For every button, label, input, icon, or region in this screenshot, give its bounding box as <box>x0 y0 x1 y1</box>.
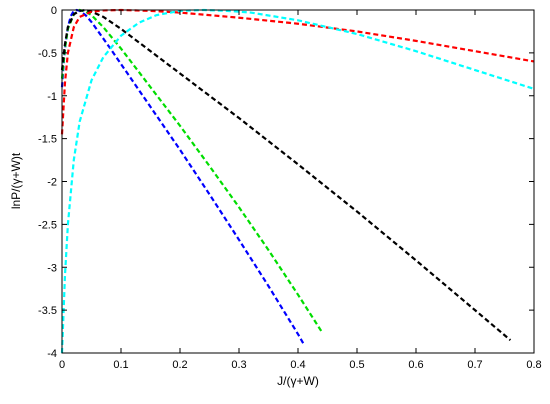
y-tick-label: -1.5 <box>38 134 57 146</box>
x-axis-label: J/(γ+W) <box>277 374 319 388</box>
x-tick-label: 0.1 <box>113 359 128 371</box>
y-tick-label: 0 <box>51 5 57 17</box>
x-tick-label: 0.4 <box>290 359 305 371</box>
x-tick-label: 0.3 <box>231 359 246 371</box>
series-layer <box>60 8 535 354</box>
series-line-1 <box>60 8 305 345</box>
series-line-3 <box>60 8 512 341</box>
x-tick-label: 0.5 <box>349 359 364 371</box>
x-tick-label: 0.8 <box>526 359 541 371</box>
y-tick-label: -2 <box>47 177 57 189</box>
x-tick-label: 0 <box>59 359 65 371</box>
series-line-4 <box>60 8 535 135</box>
y-tick-label: -3 <box>47 262 57 274</box>
y-axis-label: lnP/(γ+W)t <box>9 152 23 209</box>
x-tick-label: 0.6 <box>408 359 423 371</box>
series-line-5 <box>60 8 535 354</box>
tick-layer: 0 0.1 0.2 0.3 0.4 0.5 0.6 0.7 0.8 0 -0.5 -1 -1.5 -2 -2… <box>38 5 542 371</box>
x-tick-label: 0.2 <box>172 359 187 371</box>
y-tick-label: -0.5 <box>38 48 57 60</box>
series-line-2 <box>60 8 323 333</box>
y-tick-label: -3.5 <box>38 305 57 317</box>
x-tick-label: 0.7 <box>467 359 482 371</box>
y-tick-label: -2.5 <box>38 219 57 231</box>
y-tick-label: -1 <box>47 91 57 103</box>
y-tick-label: -4 <box>47 348 57 360</box>
